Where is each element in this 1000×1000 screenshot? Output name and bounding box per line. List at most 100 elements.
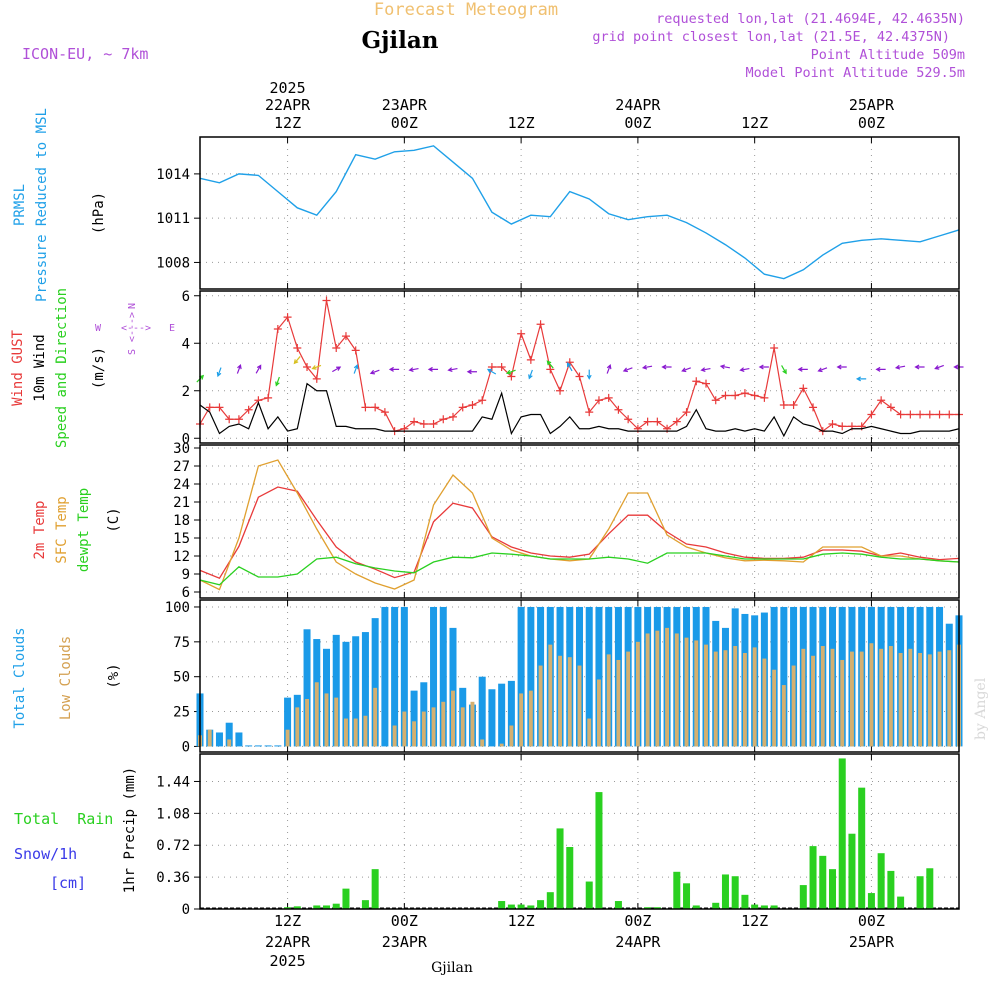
low-cloud-bar bbox=[645, 633, 650, 747]
low-cloud-bar bbox=[859, 651, 864, 747]
wind-direction-arrow bbox=[781, 365, 787, 375]
gust-marker bbox=[526, 355, 535, 364]
precip-titles: Total Rain Snow/1h [cm] 1hr Precip (mm) bbox=[14, 767, 138, 893]
low-cloud-bar bbox=[908, 648, 913, 747]
rain-bar bbox=[361, 900, 369, 909]
low-cloud-bar bbox=[353, 718, 358, 747]
gust-marker bbox=[536, 320, 545, 329]
gust-marker bbox=[945, 410, 954, 419]
rain-bar bbox=[498, 901, 506, 909]
rain-bar bbox=[858, 787, 866, 909]
gust-marker bbox=[779, 401, 788, 409]
header-requested: requested lon,lat (21.4694E, 42.4635N) bbox=[656, 11, 965, 27]
rain-bar bbox=[926, 868, 934, 909]
rain-bar bbox=[537, 900, 545, 909]
top-year-label: 2025 bbox=[270, 79, 306, 97]
low-cloud-bar bbox=[402, 711, 407, 747]
pressure-label-prmsl: PRMSL bbox=[12, 184, 28, 226]
total-cloud-bar bbox=[352, 636, 360, 747]
total-cloud-bar bbox=[332, 634, 340, 747]
gust-marker bbox=[575, 372, 584, 381]
gust-marker bbox=[935, 410, 944, 419]
rain-bar bbox=[546, 892, 554, 909]
wind-direction-arrow bbox=[855, 376, 867, 382]
gust-marker bbox=[906, 410, 915, 419]
header-model-altitude: Model Point Altitude 529.5m bbox=[746, 65, 965, 81]
gust-line bbox=[199, 300, 959, 433]
plot-layer: 1008101110140246691215182124273002550751… bbox=[156, 79, 964, 970]
gust-marker bbox=[517, 329, 526, 338]
low-cloud-bar bbox=[373, 687, 378, 747]
compass-n: N bbox=[127, 303, 138, 309]
wind-line bbox=[199, 382, 960, 438]
rain-bar bbox=[692, 905, 700, 909]
wind-direction-arrow bbox=[408, 367, 419, 373]
gust-marker bbox=[750, 391, 759, 400]
gust-marker bbox=[478, 396, 487, 405]
wind-direction-arrow bbox=[836, 364, 847, 370]
wind-direction-arrow bbox=[311, 364, 322, 370]
total-cloud-bar bbox=[245, 745, 253, 747]
temperature-frame bbox=[199, 444, 960, 599]
gust-marker bbox=[702, 379, 710, 388]
rain-bar bbox=[887, 870, 895, 909]
header-title: Forecast Meteogram bbox=[374, 0, 558, 20]
wind-direction-arrow bbox=[369, 369, 380, 375]
clouds-ytick-label: 50 bbox=[173, 670, 190, 686]
wind-label-10m: 10m Wind bbox=[32, 334, 48, 401]
gust-marker bbox=[799, 384, 808, 393]
temperature-ytick-label: 18 bbox=[173, 513, 190, 529]
bottom-hour-label: 00Z bbox=[858, 912, 885, 930]
gust-marker bbox=[896, 410, 905, 419]
low-cloud-bar bbox=[665, 627, 670, 747]
bottom-date-label: 25APR bbox=[849, 933, 895, 951]
wind-direction-arrow bbox=[719, 364, 730, 370]
low-cloud-bar bbox=[470, 701, 475, 747]
top-hour-label: 12Z bbox=[741, 114, 768, 132]
rain-bar bbox=[741, 894, 749, 909]
header-model: ICON-EU, ~ 7km bbox=[22, 45, 148, 63]
cloud-titles: Total Clouds Low Clouds (%) bbox=[12, 627, 122, 728]
low-cloud-bar bbox=[674, 633, 679, 747]
wind-direction-arrow bbox=[681, 367, 691, 373]
gust-marker bbox=[380, 408, 389, 417]
wind-label-gust: Wind GUST bbox=[10, 330, 26, 406]
low-cloud-bar bbox=[752, 647, 757, 747]
rain-bar bbox=[371, 869, 379, 909]
low-cloud-bar bbox=[538, 665, 543, 747]
temperature-ytick-label: 9 bbox=[182, 567, 190, 583]
rain-bar bbox=[751, 904, 759, 909]
rain-bar bbox=[293, 906, 301, 909]
gust-marker bbox=[925, 410, 934, 419]
compass-w: W bbox=[95, 323, 102, 334]
wind-direction-arrow bbox=[700, 367, 711, 373]
clouds-ytick-label: 75 bbox=[173, 635, 190, 651]
precip-ytick-label: 0.72 bbox=[156, 838, 190, 854]
pressure-titles: PRMSL Pressure Reduced to MSL (hPa) bbox=[12, 108, 107, 302]
total-cloud-bar bbox=[517, 606, 525, 747]
gust-marker bbox=[731, 391, 740, 400]
rain-bar bbox=[721, 874, 729, 909]
gust-marker bbox=[877, 396, 886, 405]
rain-bar bbox=[760, 905, 768, 909]
gust-marker bbox=[828, 420, 837, 428]
temperature-ytick-label: 21 bbox=[173, 495, 190, 511]
low-cloud-bar bbox=[927, 654, 932, 747]
clouds-panel: 0 25 50 75 100 bbox=[165, 600, 963, 755]
rain-bar bbox=[614, 901, 622, 909]
wind-direction-arrow bbox=[216, 367, 222, 378]
low-cloud-bar bbox=[820, 646, 825, 747]
rain-bar bbox=[322, 905, 331, 909]
total-cloud-bar bbox=[391, 606, 399, 747]
total-cloud-bar bbox=[449, 627, 457, 747]
gust-marker bbox=[838, 422, 847, 431]
total-cloud-bar bbox=[410, 690, 418, 747]
bottom-hour-label: 12Z bbox=[508, 912, 535, 930]
cloud-label-low: Low Clouds bbox=[58, 636, 74, 720]
bottom-hour-label: 12Z bbox=[741, 912, 768, 930]
gust-marker bbox=[361, 403, 370, 412]
gust-marker bbox=[234, 415, 243, 424]
low-cloud-bar bbox=[528, 690, 533, 747]
top-hour-label: 12Z bbox=[508, 114, 535, 132]
precip-panel: 0 0.36 0.72 1.08 1.44 bbox=[156, 754, 959, 918]
